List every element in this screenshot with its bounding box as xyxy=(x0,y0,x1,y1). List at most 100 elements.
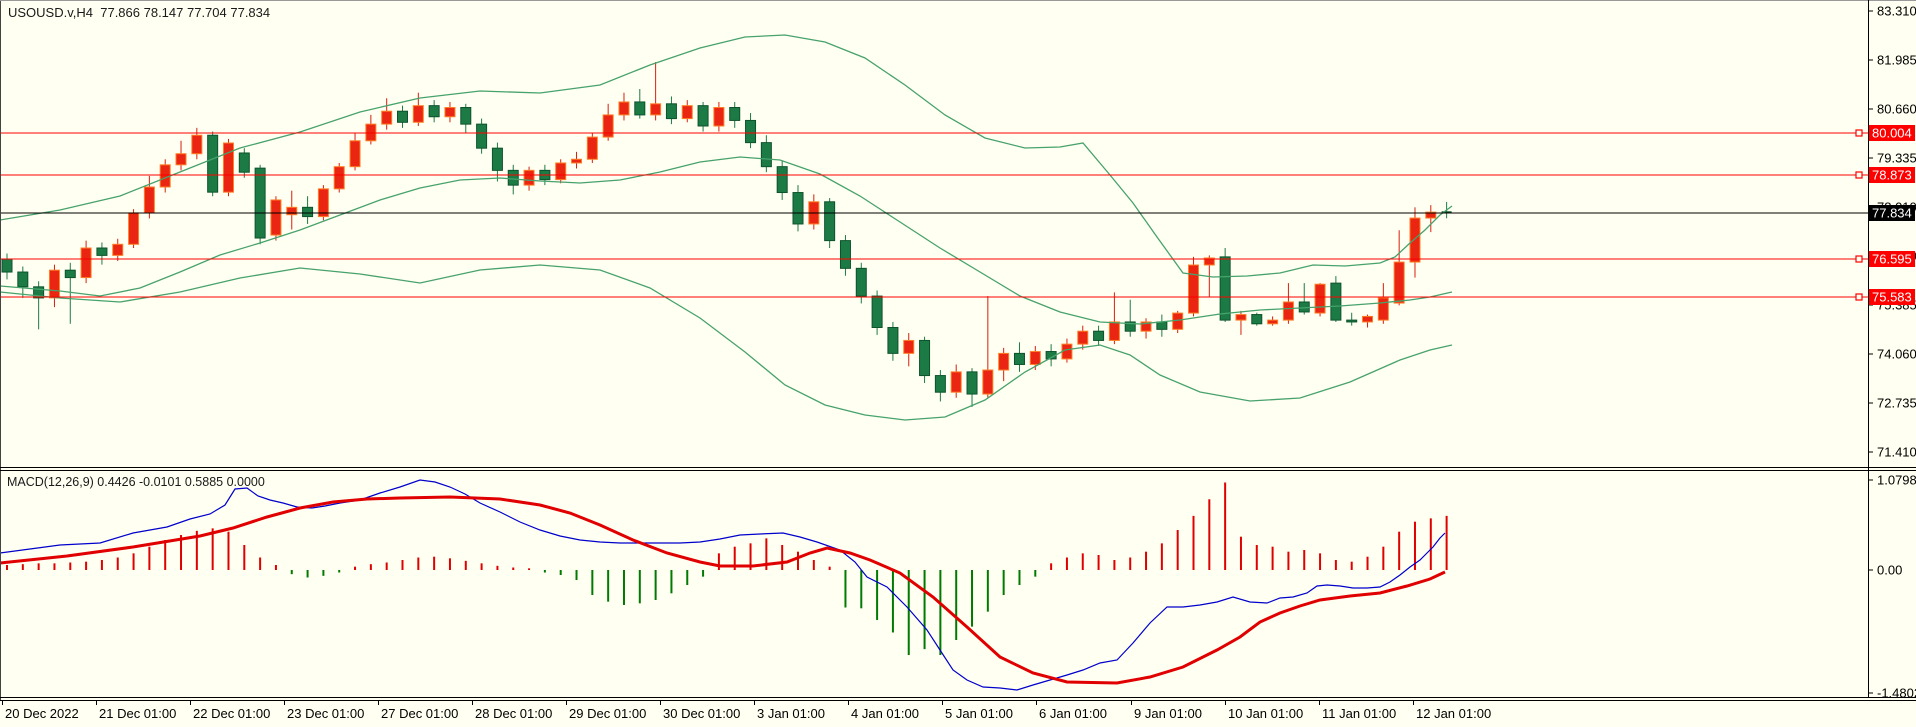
candle-body-bullish xyxy=(175,153,187,166)
bollinger-middle-band xyxy=(0,156,1453,325)
time-axis-label[interactable]: 28 Dec 01:00 xyxy=(475,706,552,721)
time-axis-label[interactable]: 20 Dec 2022 xyxy=(5,706,79,721)
candle-body-bullish xyxy=(903,339,915,354)
candle-body-bearish xyxy=(491,147,503,171)
price-axis-tick-label[interactable]: 71.410 xyxy=(1877,445,1916,460)
current-price-badge-text: 77.834 xyxy=(1872,206,1912,221)
macd-axis-tick-label[interactable]: -1.4802 xyxy=(1877,686,1916,701)
candle-body-bearish xyxy=(507,169,519,186)
price-level-badge[interactable] xyxy=(1869,167,1915,183)
macd-signal-line xyxy=(0,495,1446,685)
candle-body-bullish xyxy=(1282,301,1294,321)
candle-body-bearish xyxy=(855,267,867,297)
candle-body-bullish xyxy=(191,134,203,155)
candle-body-bearish xyxy=(254,167,266,239)
price-level-badge[interactable] xyxy=(1869,289,1915,305)
symbol-title: USOUSD.v,H4 77.866 78.147 77.704 77.834 xyxy=(8,5,270,20)
candle-body-bullish xyxy=(1108,321,1120,341)
price-level-handle[interactable] xyxy=(1855,255,1863,263)
candle-body-bullish xyxy=(555,162,567,181)
price-level-badge[interactable] xyxy=(1869,251,1915,267)
time-axis-label[interactable]: 10 Jan 01:00 xyxy=(1228,706,1303,721)
price-level-badge-text: 78.873 xyxy=(1872,168,1912,183)
candle-body-bearish xyxy=(919,339,931,377)
time-axis-label[interactable]: 3 Jan 01:00 xyxy=(757,706,825,721)
candle-body-bearish xyxy=(238,152,250,173)
candle-body-bearish xyxy=(934,375,946,393)
time-axis-label[interactable]: 21 Dec 01:00 xyxy=(99,706,176,721)
price-axis-tick-label[interactable]: 81.985 xyxy=(1877,53,1916,68)
current-price-badge[interactable] xyxy=(1869,205,1915,221)
candle-body-bearish xyxy=(824,201,836,242)
candle-body-bullish xyxy=(80,247,92,279)
candle-body-bearish xyxy=(634,101,646,116)
candle-body-bullish xyxy=(365,123,377,142)
candle-body-bearish xyxy=(64,269,76,279)
candle-body-bearish xyxy=(1,258,13,273)
price-axis-tick-label[interactable]: 72.735 xyxy=(1877,396,1916,411)
candle-body-bearish xyxy=(760,142,772,168)
price-level-handle[interactable] xyxy=(1855,171,1863,179)
price-level-badge-text: 76.595 xyxy=(1872,252,1912,267)
time-axis-label[interactable]: 12 Jan 01:00 xyxy=(1416,706,1491,721)
candle-body-bullish xyxy=(571,158,583,164)
price-axis-tick-label[interactable]: 80.660 xyxy=(1877,102,1916,117)
candle-body-bullish xyxy=(618,101,630,116)
candle-body-bullish xyxy=(112,243,124,256)
candle-body-bearish xyxy=(729,107,741,121)
candle-body-bullish xyxy=(1029,351,1041,365)
candle-body-bearish xyxy=(397,110,408,123)
candle-body-bearish xyxy=(1251,314,1263,325)
candle-body-bullish xyxy=(1409,217,1421,263)
time-axis-label[interactable]: 27 Dec 01:00 xyxy=(381,706,458,721)
candle-body-bullish xyxy=(48,269,60,299)
candle-body-bearish xyxy=(745,119,757,144)
macd-axis-tick-label[interactable]: 1.0798 xyxy=(1877,473,1916,488)
time-axis-label[interactable]: 6 Jan 01:00 xyxy=(1039,706,1107,721)
candle-body-bullish xyxy=(586,136,598,160)
candle-body-bullish xyxy=(1077,330,1089,345)
time-axis-label[interactable]: 23 Dec 01:00 xyxy=(287,706,364,721)
time-axis-label[interactable]: 4 Jan 01:00 xyxy=(851,706,919,721)
macd-indicator-label: MACD(12,26,9) 0.4426 -0.0101 0.5885 0.00… xyxy=(7,475,265,489)
price-level-badge[interactable] xyxy=(1869,125,1915,141)
candle-body-bullish xyxy=(381,110,393,125)
candle-body-bearish xyxy=(1013,352,1025,365)
candle-body-bearish xyxy=(887,326,899,354)
price-level-handle[interactable] xyxy=(1855,293,1863,301)
time-axis-label[interactable]: 9 Jan 01:00 xyxy=(1134,706,1202,721)
time-axis-label[interactable]: 29 Dec 01:00 xyxy=(569,706,646,721)
candle-body-bearish xyxy=(207,134,219,193)
time-axis-label[interactable]: 22 Dec 01:00 xyxy=(193,706,270,721)
candle-body-bearish xyxy=(460,107,472,125)
candle-body-bullish xyxy=(1203,257,1215,266)
candle-body-bullish xyxy=(128,212,140,245)
time-axis-label[interactable]: 5 Jan 01:00 xyxy=(945,706,1013,721)
candle-body-bearish xyxy=(697,105,709,127)
candle-body-bullish xyxy=(1267,319,1279,325)
candle-body-bullish xyxy=(998,352,1010,371)
candle-body-bullish xyxy=(1425,211,1437,219)
candle-body-bearish xyxy=(1330,282,1342,321)
candle-body-bearish xyxy=(476,123,488,149)
candle-body-bearish xyxy=(665,103,677,120)
macd-axis-tick-label[interactable]: 0.00 xyxy=(1877,563,1902,578)
time-axis-label[interactable]: 11 Jan 01:00 xyxy=(1322,706,1396,721)
candle-body-bullish xyxy=(1140,321,1152,332)
price-axis-tick-label[interactable]: 74.060 xyxy=(1877,347,1916,362)
time-axis-label[interactable]: 30 Dec 01:00 xyxy=(663,706,740,721)
candle-body-bullish xyxy=(222,142,234,193)
price-level-handle[interactable] xyxy=(1855,129,1863,137)
candle-body-bearish xyxy=(839,240,851,269)
candle-body-bullish xyxy=(270,199,282,236)
candle-body-bearish xyxy=(1156,321,1168,330)
ohlc-readout: 77.866 78.147 77.704 77.834 xyxy=(100,5,271,20)
candle-body-bullish xyxy=(349,140,361,168)
price-axis-tick-label[interactable]: 79.335 xyxy=(1877,151,1916,166)
price-axis-tick-label[interactable]: 83.310 xyxy=(1877,4,1916,19)
candle-body-bullish xyxy=(1362,315,1374,323)
candle-body-bullish xyxy=(412,105,424,123)
candle-body-bullish xyxy=(1314,283,1326,314)
